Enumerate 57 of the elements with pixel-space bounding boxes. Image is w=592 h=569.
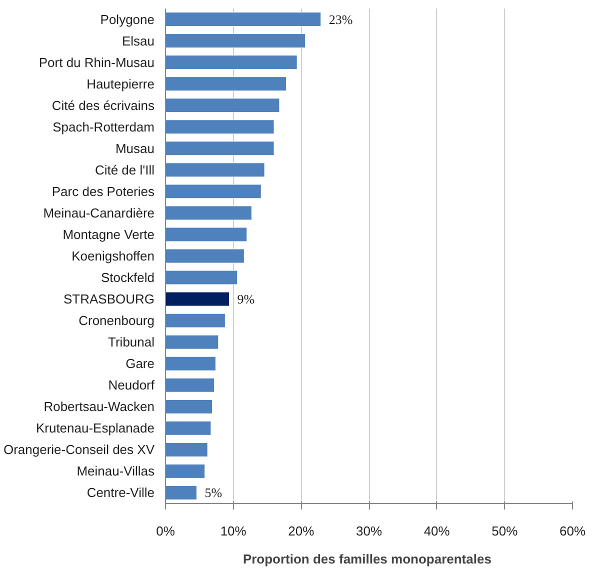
x-tick-label: 40%: [424, 524, 450, 538]
data-label: 23%: [328, 12, 353, 27]
y-tick-label: Orangerie-Conseil des XV: [3, 442, 155, 458]
data-label: 5%: [204, 485, 222, 500]
y-tick-label: Gare: [126, 356, 155, 372]
y-tick-label: Elsau: [122, 33, 155, 48]
y-tick-label: Stockfeld: [101, 270, 155, 286]
bar: [166, 206, 252, 220]
x-axis-title: Proportion des familles monoparentales: [242, 552, 492, 566]
y-tick-label: Meinau-Canardière: [43, 205, 154, 220]
bar: [166, 162, 265, 178]
y-tick-label: Musau: [115, 140, 155, 156]
bar: [166, 356, 216, 371]
y-tick-label: Spach-Rotterdam: [52, 119, 155, 134]
bar: [166, 464, 206, 478]
bar: [166, 248, 244, 264]
y-tick-label: Parc des Poteries: [52, 184, 155, 199]
y-tick-label: Port du Rhin-Musau: [38, 54, 155, 70]
bar: [166, 227, 248, 242]
x-tick-label: 20%: [288, 524, 315, 538]
bar: [166, 120, 274, 134]
y-tick-label: Montagne Verte: [62, 226, 155, 242]
bar: [166, 334, 219, 350]
x-tick-label: 50%: [492, 524, 518, 538]
bar: [166, 399, 213, 414]
y-tick-label: Meinau-Villas: [76, 464, 155, 479]
y-tick-label: Cronenbourg: [78, 313, 155, 328]
y-tick-label: Robertsau-Wacken: [44, 399, 155, 414]
x-tick-label: 0%: [156, 524, 176, 538]
bar: [166, 141, 274, 156]
bar: [166, 34, 306, 48]
bar: [166, 270, 238, 285]
bar: [166, 420, 212, 436]
bar: [166, 55, 298, 70]
bar: [166, 313, 226, 328]
y-tick-label: Tribunal: [108, 334, 155, 350]
bar: [166, 98, 280, 113]
bar: [166, 442, 208, 457]
y-tick-label: Cité de l'Ill: [94, 162, 155, 178]
y-tick-label: Neudorf: [108, 378, 155, 393]
bar: [166, 485, 197, 500]
y-tick-label: Centre-Ville: [86, 485, 155, 500]
y-tick-label: Polygone: [100, 12, 155, 27]
y-tick-label: Hautepierre: [86, 76, 155, 92]
data-label: 9%: [237, 292, 255, 307]
y-tick-label: Koenigshoffen: [72, 248, 155, 264]
x-tick-label: 60%: [559, 524, 586, 538]
bar: [166, 12, 322, 27]
y-tick-label: STRASBOURG: [63, 292, 155, 307]
y-tick-label: Krutenau-Esplanade: [36, 420, 154, 436]
x-tick-label: 10%: [220, 524, 247, 538]
y-tick-label: Cité des écrivains: [52, 98, 155, 113]
x-tick-label: 30%: [356, 524, 382, 538]
bar: [166, 378, 215, 392]
bar: [166, 76, 286, 92]
bar: [166, 292, 230, 306]
bar: [166, 184, 262, 199]
